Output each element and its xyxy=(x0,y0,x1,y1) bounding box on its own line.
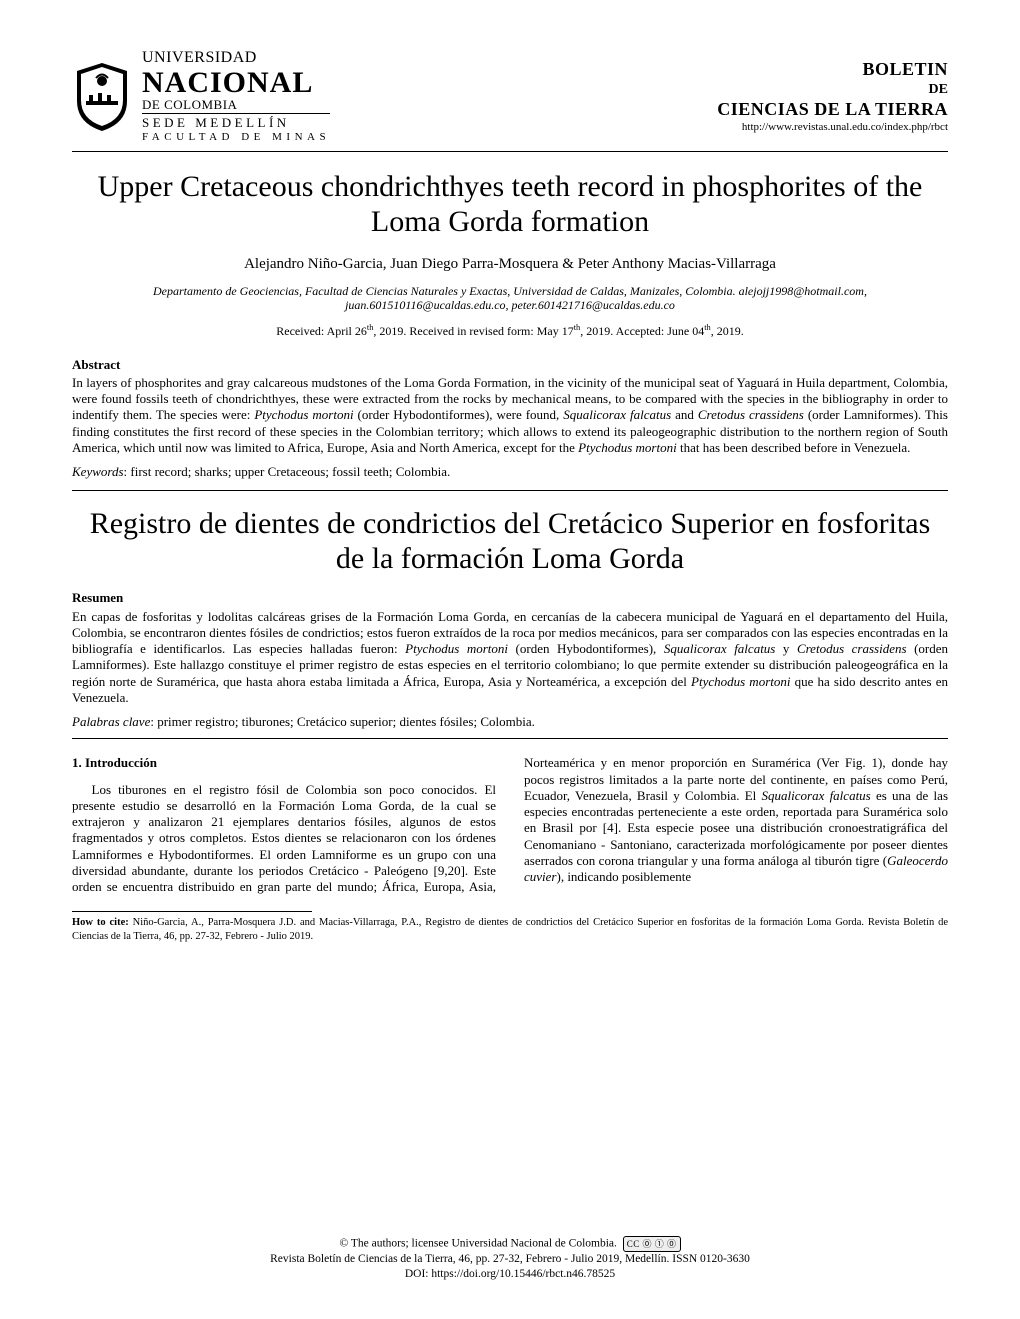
species-name: Squalicorax falcatus xyxy=(563,407,671,422)
citation-rule xyxy=(72,911,312,912)
species-name: Ptychodus mortoni xyxy=(691,674,790,689)
species-name: Squalicorax falcatus xyxy=(762,788,871,803)
divider-rule xyxy=(72,738,948,739)
species-name: Cretodus crassidens xyxy=(698,407,804,422)
footer-line2: Revista Boletín de Ciencias de la Tierra… xyxy=(72,1252,948,1268)
authors-line: Alejandro Niño-Garcia, Juan Diego Parra-… xyxy=(72,255,948,274)
dates-mid1: , 2019. Received in revised form: May 17 xyxy=(373,324,573,338)
article-title-es: Registro de dientes de condrictios del C… xyxy=(72,507,948,576)
abs-es-frag: y xyxy=(775,641,797,656)
species-name: Ptychodus mortoni xyxy=(578,440,677,455)
dates-prefix: Received: April 26 xyxy=(276,324,367,338)
species-name: Ptychodus mortoni xyxy=(254,407,353,422)
dates-mid2: , 2019. Accepted: June 04 xyxy=(580,324,704,338)
journal-line3: CIENCIAS DE LA TIERRA xyxy=(717,98,948,121)
uni-line5: FACULTAD DE MINAS xyxy=(142,132,330,144)
cc-license-icon: CC ⓪ ① ⓪ xyxy=(623,1236,681,1252)
keywords-en: Keywords: first record; sharks; upper Cr… xyxy=(72,464,948,480)
university-name: UNIVERSIDAD NACIONAL DE COLOMBIA SEDE ME… xyxy=(142,50,330,143)
keywords-es: Palabras clave: primer registro; tiburon… xyxy=(72,714,948,730)
uni-line3: DE COLOMBIA xyxy=(142,98,330,114)
abstract-en: In layers of phosphorites and gray calca… xyxy=(72,375,948,456)
species-name: Squalicorax falcatus xyxy=(664,641,776,656)
abstract-es: En capas de fosforitas y lodolitas calcá… xyxy=(72,609,948,707)
resumen-heading: Resumen xyxy=(72,590,948,606)
dates-suffix: , 2019. xyxy=(711,324,744,338)
journal-url: http://www.revistas.unal.edu.co/index.ph… xyxy=(717,121,948,135)
university-shield-icon xyxy=(72,61,132,133)
divider-rule xyxy=(72,490,948,491)
intro-paragraph: Los tiburones en el registro fósil de Co… xyxy=(72,755,948,895)
howtocite-label: How to cite: xyxy=(72,917,129,928)
journal-line1: BOLETIN xyxy=(717,58,948,81)
footer-copyright: © The authors; licensee Universidad Naci… xyxy=(339,1237,616,1249)
howtocite-text: Niño-Garcia, A., Parra-Mosquera J.D. and… xyxy=(72,917,948,941)
palabras-text: : primer registro; tiburones; Cretácico … xyxy=(150,714,535,729)
journal-line2: DE xyxy=(717,81,948,99)
page-footer: © The authors; licensee Universidad Naci… xyxy=(72,1236,948,1283)
body-columns: 1. Introducción Los tiburones en el regi… xyxy=(72,755,948,895)
article-title-en: Upper Cretaceous chondrichthyes teeth re… xyxy=(72,170,948,239)
abs-en-frag: (order Hybodontiformes), were found, xyxy=(354,407,564,422)
dates-line: Received: April 26th, 2019. Received in … xyxy=(72,323,948,339)
keywords-label: Keywords xyxy=(72,464,124,479)
abs-en-frag: that has been described before in Venezu… xyxy=(677,440,911,455)
abs-en-frag: and xyxy=(671,407,698,422)
keywords-text: : first record; sharks; upper Cretaceous… xyxy=(124,464,451,479)
species-name: Ptychodus mortoni xyxy=(405,641,508,656)
intro-frag: ), indicando posiblemente xyxy=(556,869,691,884)
species-name: Cretodus crassidens xyxy=(797,641,907,656)
page-header: UNIVERSIDAD NACIONAL DE COLOMBIA SEDE ME… xyxy=(72,50,948,152)
affiliation-line: Departamento de Geociencias, Facultad de… xyxy=(72,284,948,313)
university-logo-block: UNIVERSIDAD NACIONAL DE COLOMBIA SEDE ME… xyxy=(72,50,330,143)
journal-title-block: BOLETIN DE CIENCIAS DE LA TIERRA http://… xyxy=(717,58,948,134)
palabras-label: Palabras clave xyxy=(72,714,150,729)
uni-line2: NACIONAL xyxy=(142,67,330,99)
uni-line4: SEDE MEDELLÍN xyxy=(142,116,330,130)
how-to-cite: How to cite: Niño-Garcia, A., Parra-Mosq… xyxy=(72,916,948,942)
abstract-heading: Abstract xyxy=(72,357,948,373)
footer-line1: © The authors; licensee Universidad Naci… xyxy=(72,1236,948,1252)
abs-es-frag: (orden Hybodontiformes), xyxy=(508,641,664,656)
section-heading-intro: 1. Introducción xyxy=(72,755,496,771)
uni-line1: UNIVERSIDAD xyxy=(142,50,330,67)
footer-line3: DOI: https://doi.org/10.15446/rbct.n46.7… xyxy=(72,1267,948,1283)
